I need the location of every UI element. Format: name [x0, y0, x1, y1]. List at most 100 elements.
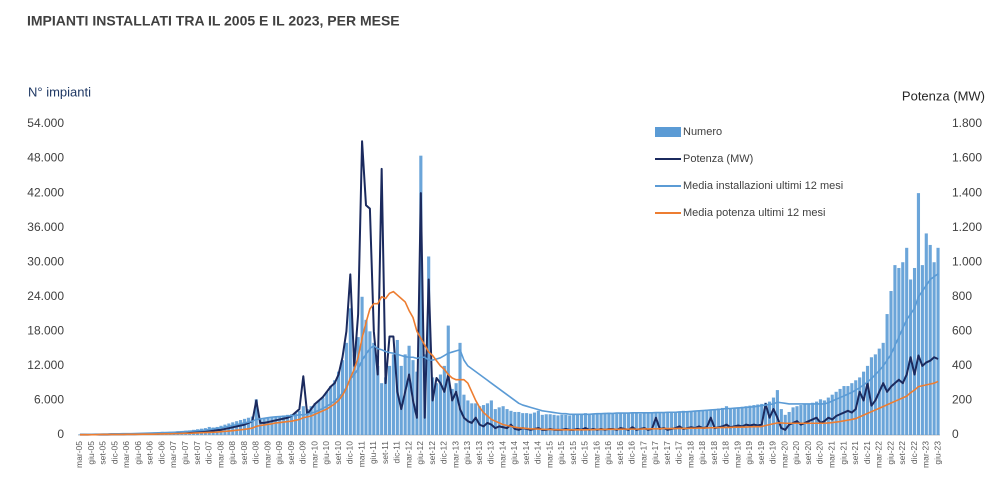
bar	[301, 406, 305, 435]
bar	[689, 411, 693, 435]
bar	[450, 388, 454, 435]
bar	[834, 391, 838, 435]
x-tick-label: giu-12	[415, 441, 425, 465]
x-tick-label: mar-23	[921, 441, 931, 468]
x-tick-label: mar-21	[827, 441, 837, 468]
bar	[384, 377, 388, 435]
bar	[881, 342, 885, 435]
bar	[380, 383, 384, 435]
bar	[462, 394, 466, 435]
y2-tick-label: 400	[952, 358, 972, 372]
x-tick-label: set-08	[239, 441, 249, 465]
bar	[387, 365, 392, 435]
y-tick-label: 0	[57, 427, 64, 441]
x-tick-label: giu-13	[462, 441, 472, 465]
x-tick-label: giu-22	[885, 441, 895, 465]
bar	[736, 407, 740, 435]
bar	[340, 360, 345, 435]
bar	[309, 406, 313, 435]
bar	[799, 405, 803, 435]
bar	[842, 386, 846, 435]
x-tick-label: mar-20	[779, 441, 789, 468]
bar	[740, 406, 744, 435]
bar	[779, 409, 783, 435]
x-tick-label: dic-11	[392, 441, 402, 464]
bar	[532, 412, 537, 435]
x-tick-label: set-13	[474, 441, 484, 465]
bar	[560, 414, 564, 435]
legend-label: Media potenza ultimi 12 mesi	[683, 207, 825, 219]
y-tick-label: 36.000	[27, 220, 64, 234]
bar	[830, 394, 834, 435]
x-tick-label: mar-06	[121, 441, 131, 468]
x-tick-label: giu-08	[227, 441, 237, 465]
y-tick-label: 48.000	[27, 151, 64, 165]
bar	[250, 416, 254, 435]
bar	[470, 403, 474, 435]
bar	[720, 407, 725, 435]
x-tick-label: mar-14	[497, 441, 507, 468]
x-tick-label: set-06	[145, 441, 155, 465]
bar	[803, 404, 807, 435]
y2-tick-label: 0	[952, 427, 959, 441]
x-tick-label: giu-19	[744, 441, 754, 465]
bar	[630, 412, 634, 435]
bar	[752, 405, 756, 435]
x-tick-label: mar-13	[450, 441, 460, 468]
x-tick-label: giu-14	[509, 441, 519, 465]
line	[79, 273, 939, 436]
bar	[889, 291, 893, 435]
bar	[862, 371, 866, 435]
bar	[775, 390, 779, 435]
bar	[434, 383, 439, 435]
x-tick-label: mar-11	[356, 441, 366, 468]
bar	[466, 400, 470, 435]
bar	[293, 413, 298, 435]
bar	[771, 397, 776, 435]
bar	[509, 410, 513, 435]
chart-title: IMPIANTI INSTALLATI TRA IL 2005 E IL 202…	[27, 13, 400, 29]
bar	[505, 409, 509, 435]
bar	[607, 412, 611, 435]
bar	[336, 371, 341, 435]
bar	[920, 265, 924, 435]
bar	[858, 377, 862, 435]
bar	[897, 267, 901, 435]
y-tick-label: 54.000	[27, 116, 64, 130]
legend-label: Numero	[683, 126, 722, 138]
x-tick-label: giu-17	[650, 441, 660, 465]
bar	[254, 399, 258, 435]
bar	[317, 400, 321, 435]
y2-tick-label: 200	[952, 393, 972, 407]
bar	[540, 414, 544, 435]
x-tick-label: giu-10	[321, 441, 331, 465]
bar	[235, 421, 239, 435]
bar	[807, 403, 811, 435]
bar	[705, 409, 709, 435]
bar	[78, 434, 82, 435]
bar	[905, 247, 909, 435]
x-tick-label: mar-10	[309, 441, 319, 468]
bar	[576, 414, 580, 435]
x-tick-label: set-18	[709, 441, 719, 465]
x-tick-label: set-16	[615, 441, 625, 465]
bar	[662, 412, 666, 435]
bar	[654, 412, 658, 435]
bar	[360, 296, 364, 435]
bar	[901, 262, 905, 435]
x-tick-label: set-11	[380, 441, 390, 464]
legend-label: Potenza (MW)	[683, 153, 753, 165]
x-tick-label: giu-06	[133, 441, 143, 465]
bar	[717, 408, 721, 435]
x-tick-label: set-12	[427, 441, 437, 465]
x-tick-label: set-19	[756, 441, 766, 465]
bar	[697, 410, 701, 435]
y-tick-label: 6.000	[34, 393, 64, 407]
bar	[556, 415, 560, 435]
bar	[865, 365, 870, 435]
y2-tick-label: 1.800	[952, 116, 982, 130]
bar	[521, 413, 525, 435]
bar	[458, 342, 462, 435]
y-tick-label: 30.000	[27, 254, 64, 268]
x-tick-label: mar-05	[74, 441, 84, 468]
